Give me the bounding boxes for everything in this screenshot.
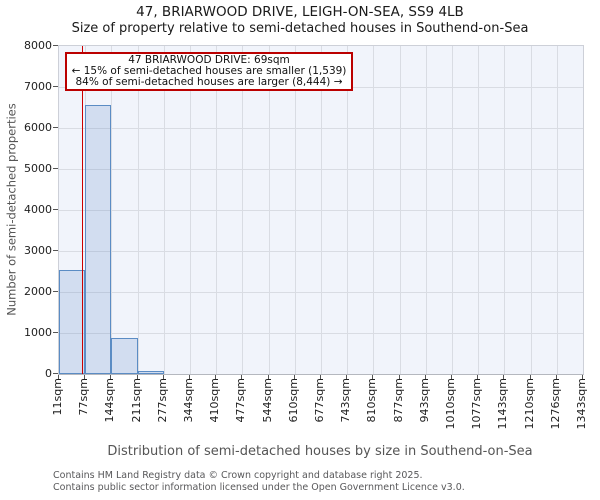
gridline-vertical — [163, 46, 165, 374]
y-tick-label: 7000 — [24, 79, 52, 93]
gridline-vertical — [268, 46, 270, 374]
gridline-vertical — [190, 46, 191, 374]
attribution-line-1: Contains HM Land Registry data © Crown c… — [53, 470, 423, 481]
gridline-vertical — [373, 46, 375, 374]
y-tick-label: 6000 — [24, 120, 52, 134]
gridline-vertical — [478, 46, 480, 374]
x-tick-mark — [58, 375, 59, 379]
x-tick-mark — [162, 375, 164, 379]
property-marker-line — [81, 46, 84, 374]
annotation-larger-stat: 84% of semi-detached houses are larger (… — [75, 76, 343, 88]
histogram-bar — [137, 371, 164, 374]
gridline-vertical — [242, 46, 244, 374]
chart-subtitle: Size of property relative to semi-detach… — [71, 21, 529, 36]
y-tick-mark — [53, 127, 58, 128]
y-tick-label: 4000 — [24, 202, 52, 216]
y-tick-mark — [53, 45, 58, 46]
x-tick-mark — [424, 375, 426, 379]
histogram-bar — [85, 105, 112, 374]
y-tick-mark — [53, 250, 58, 251]
gridline-vertical — [425, 46, 427, 374]
x-tick-mark — [84, 375, 86, 379]
x-tick-mark — [477, 375, 479, 379]
histogram-bar — [111, 337, 138, 374]
x-tick-mark — [529, 375, 531, 379]
gridline-vertical — [452, 46, 453, 374]
gridline-vertical — [504, 46, 506, 374]
y-tick-label: 5000 — [24, 161, 52, 175]
x-axis-title: Distribution of semi-detached houses by … — [107, 444, 533, 459]
histogram-bar — [59, 270, 86, 374]
x-tick-mark — [136, 375, 138, 379]
attribution-footer: Contains HM Land Registry data © Crown c… — [53, 470, 465, 493]
gridline-vertical — [399, 46, 401, 374]
gridline-vertical — [321, 46, 322, 374]
x-tick-mark — [582, 375, 583, 379]
x-tick-mark — [372, 375, 374, 379]
gridline-vertical — [216, 46, 218, 374]
x-tick-mark — [189, 375, 190, 379]
y-tick-mark — [53, 332, 58, 333]
x-tick-mark — [346, 375, 348, 379]
x-tick-mark — [451, 375, 452, 379]
x-tick-mark — [503, 375, 505, 379]
chart-title: 47, BRIARWOOD DRIVE, LEIGH-ON-SEA, SS9 4… — [136, 4, 464, 20]
gridline-vertical — [137, 46, 139, 374]
x-tick-mark — [110, 375, 112, 379]
x-tick-mark — [320, 375, 321, 379]
y-tick-mark — [53, 209, 58, 210]
x-tick-mark — [398, 375, 400, 379]
gridline-vertical — [347, 46, 349, 374]
attribution-line-2: Contains public sector information licen… — [53, 481, 465, 493]
annotation-smaller-stat: ← 15% of semi-detached houses are smalle… — [71, 65, 347, 77]
plot-area — [58, 45, 584, 375]
annotation-box: 47 BRIARWOOD DRIVE: 69sqm ← 15% of semi-… — [65, 52, 353, 91]
y-tick-label: 3000 — [24, 243, 52, 257]
y-tick-mark — [53, 168, 58, 169]
gridline-vertical — [294, 46, 296, 374]
y-tick-label: 8000 — [24, 38, 52, 52]
annotation-property-label: 47 BRIARWOOD DRIVE: 69sqm — [128, 54, 290, 66]
y-tick-label: 1000 — [24, 325, 52, 339]
gridline-vertical — [530, 46, 532, 374]
x-tick-mark — [241, 375, 243, 379]
y-tick-label: 2000 — [24, 284, 52, 298]
y-tick-mark — [53, 291, 58, 292]
y-tick-mark — [53, 86, 58, 87]
y-tick-mark — [53, 373, 58, 374]
x-tick-mark — [555, 375, 557, 379]
x-tick-mark — [293, 375, 295, 379]
gridline-vertical — [556, 46, 558, 374]
gridline-vertical — [111, 46, 113, 374]
y-tick-label: 0 — [45, 366, 52, 380]
x-tick-label: 1343sqm — [575, 378, 588, 430]
x-tick-mark — [215, 375, 217, 379]
x-tick-mark — [267, 375, 269, 379]
